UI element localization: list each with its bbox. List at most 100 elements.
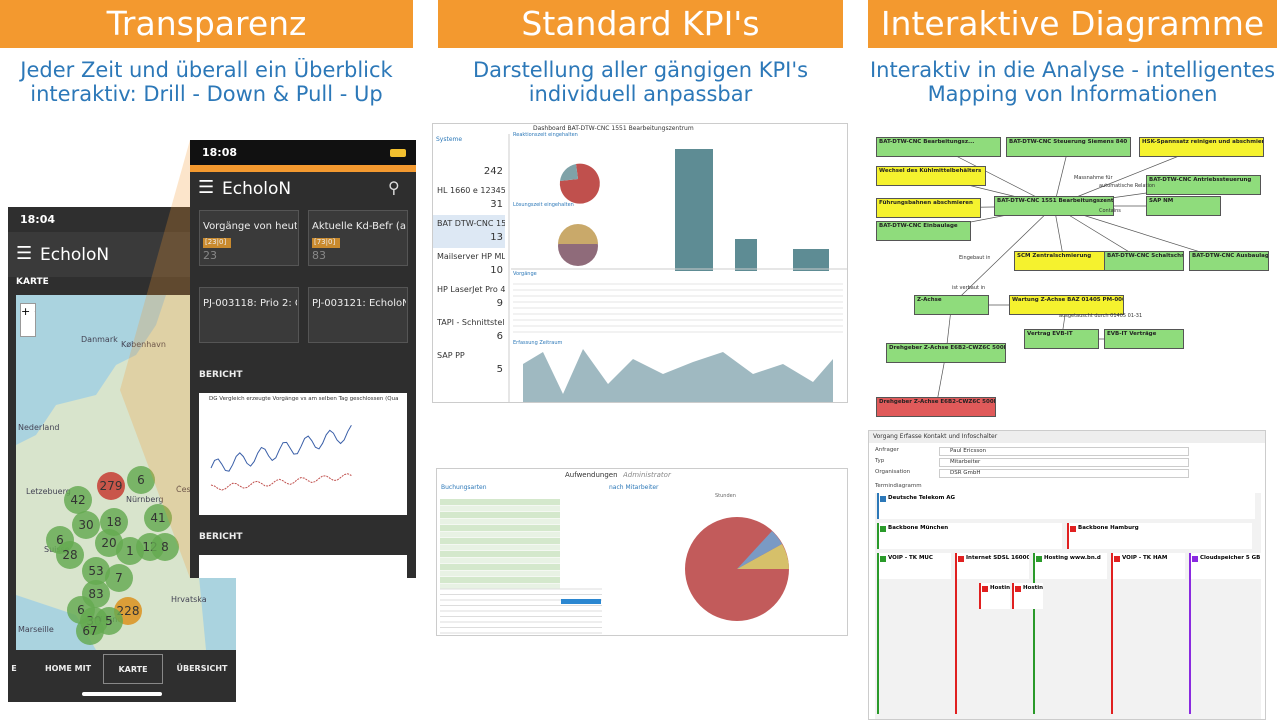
list-item: HP LaserJet Pro 4... 9 — [433, 281, 505, 314]
shape — [16, 295, 166, 445]
nav-tab: ÜBERSICHT — [176, 664, 228, 673]
shape — [440, 570, 560, 577]
tile-value: 83 — [312, 249, 326, 262]
nav-tab: E — [11, 664, 17, 673]
edge-label: automatische Relation — [1099, 183, 1156, 189]
diagram-node: Wechsel des Kühlmittelbehälters — [876, 166, 986, 186]
status-time: 18:04 — [20, 213, 56, 226]
tree-card: Hosting-fon — [1012, 583, 1043, 609]
nav-tab: HOME MIT — [44, 664, 92, 673]
list-header: Systeme — [436, 136, 463, 143]
status-bar — [190, 140, 416, 165]
panel-title: Erfassung Zeitraum — [513, 340, 563, 346]
diagram-node: Drehgeber Z-Achse E6B2-CWZ6C 500P/R 2M — [886, 343, 1006, 363]
tile-badge: [73|0] — [312, 238, 340, 248]
place-label: Česko — [176, 485, 200, 494]
tree-card: Hosting www.bn.d — [1033, 553, 1107, 579]
shape — [523, 349, 833, 402]
app-name: EcholoN — [40, 245, 110, 265]
map-cluster: 42 — [64, 486, 92, 514]
diagram-node: SCM Zentralschmierung — [1014, 251, 1114, 271]
list-item: TAPI - Schnittstelle 6 — [433, 314, 505, 347]
phone-front: 18:08 ☰ EcholoN ⚲ Vorgänge von heute - [23|0]… — [190, 140, 416, 578]
status-time: 18:08 — [202, 146, 238, 159]
tree-card: Deutsche Telekom AG — [877, 493, 1255, 519]
shape — [1033, 579, 1035, 714]
report-chart — [199, 555, 407, 578]
shape — [1111, 579, 1113, 714]
dashboard: Dashboard BAT-DTW-CNC 1551 Bearbeitungsz… — [432, 123, 848, 403]
panel-title: Lösungszeit eingehalten — [513, 202, 574, 208]
place-label: Letzebuerg — [26, 487, 71, 496]
field-label: Organisation — [875, 469, 911, 475]
list-value: 242 — [483, 166, 503, 177]
status-battery — [390, 149, 406, 157]
diagram-node: BAT-DTW-CNC Einbaulage — [876, 221, 971, 241]
list-value: 10 — [490, 265, 503, 276]
section-banner: Transparenz — [0, 0, 413, 48]
graphics — [508, 134, 847, 402]
status-dot — [1070, 526, 1076, 532]
expenses: Aufwendungen Administrator Buchungsarten na… — [436, 468, 848, 636]
section-subtitle: interaktiv: Drill - Down & Pull - Up — [30, 82, 383, 106]
tile-title: Vorgänge von heute - — [203, 221, 297, 232]
tree-card: VOIP - TK MUC — [877, 553, 951, 579]
graphics — [210, 424, 352, 491]
expenses-user: Administrator — [623, 471, 671, 479]
shape — [440, 512, 560, 518]
shape — [440, 499, 560, 505]
shape — [440, 564, 560, 570]
tree-card: Cloudspeicher 5 GB — [1189, 553, 1263, 579]
menu-icon: ☰ — [16, 243, 33, 264]
section-banner: Standard KPI's — [438, 0, 843, 48]
tile-title: PJ-003118: Prio 2: Coo — [203, 298, 297, 309]
panel-title: Reaktionszeit eingehalten — [513, 132, 578, 138]
tile: PJ-003118: Prio 2: Coo — [199, 287, 299, 343]
edge-label: Massnahme für — [1074, 175, 1113, 181]
diagram: BAT-DTW-CNC Bearbeitungsz... BAT-DTW-CNC … — [864, 123, 1270, 423]
tile: PJ-003121: EcholoN.d — [308, 287, 408, 343]
shape — [1189, 579, 1191, 714]
tree-card: Internet SDSL 16000 — [955, 553, 1029, 579]
place-label: Marseille — [18, 625, 54, 634]
list-value: 9 — [496, 298, 503, 309]
report-title: DG Vergleich erzeugte Vorgänge vs am sel… — [209, 396, 399, 402]
shape — [440, 505, 560, 512]
diagram-node: BAT-DTW-CNC Antriebssteuerung — [1146, 175, 1261, 195]
accent-bar — [190, 165, 416, 172]
shape — [558, 224, 598, 244]
diagram-node: Drehgeber Z-Achse E6B2-CWZ6C 500P/R — [876, 397, 996, 417]
search-icon: ⚲ — [388, 178, 400, 197]
shape — [440, 577, 560, 583]
diagram-node: Wartung Z-Achse BAZ 01405 PM-0005 — [1009, 295, 1124, 315]
place-label: Danmark — [81, 335, 118, 344]
diagram-node: Vertrag EVB-IT — [1024, 329, 1099, 349]
shape — [560, 164, 578, 181]
section-banner: Interaktive Diagramme — [868, 0, 1277, 48]
map-cluster: 8 — [151, 533, 179, 561]
diagram-node: BAT-DTW-CNC Schaltschrank — [1104, 251, 1184, 271]
status-dot — [1036, 556, 1042, 562]
section-label: Termindiagramm — [875, 483, 922, 489]
nav-tab: KARTE — [103, 654, 163, 684]
list-name: SAP PP — [437, 351, 465, 360]
zoom-control: + − — [20, 303, 36, 337]
status-dot — [1114, 556, 1120, 562]
shape — [440, 525, 560, 531]
expenses-title: Aufwendungen — [565, 471, 618, 479]
map-cluster: 30 — [72, 511, 100, 539]
home-indicator — [82, 692, 162, 696]
tree-card: Hosting-sho — [979, 583, 1010, 609]
form-title: Vorgang Erfasse Kontakt und Infoschalter — [869, 431, 1265, 443]
tile-value: 23 — [203, 249, 217, 262]
report-chart: DG Vergleich erzeugte Vorgänge vs am sel… — [199, 393, 407, 515]
place-label: Nederland — [18, 423, 60, 432]
list-name: HP LaserJet Pro 4... — [437, 285, 505, 294]
place-label: Nürnberg — [126, 495, 164, 504]
diagram-node: BAT-DTW-CNC Bearbeitungsz... — [876, 137, 1001, 157]
diagram-node: SAP NM — [1146, 196, 1221, 216]
shape — [735, 239, 757, 271]
status-dot — [880, 496, 886, 502]
field-label: Anfrager — [875, 447, 899, 453]
